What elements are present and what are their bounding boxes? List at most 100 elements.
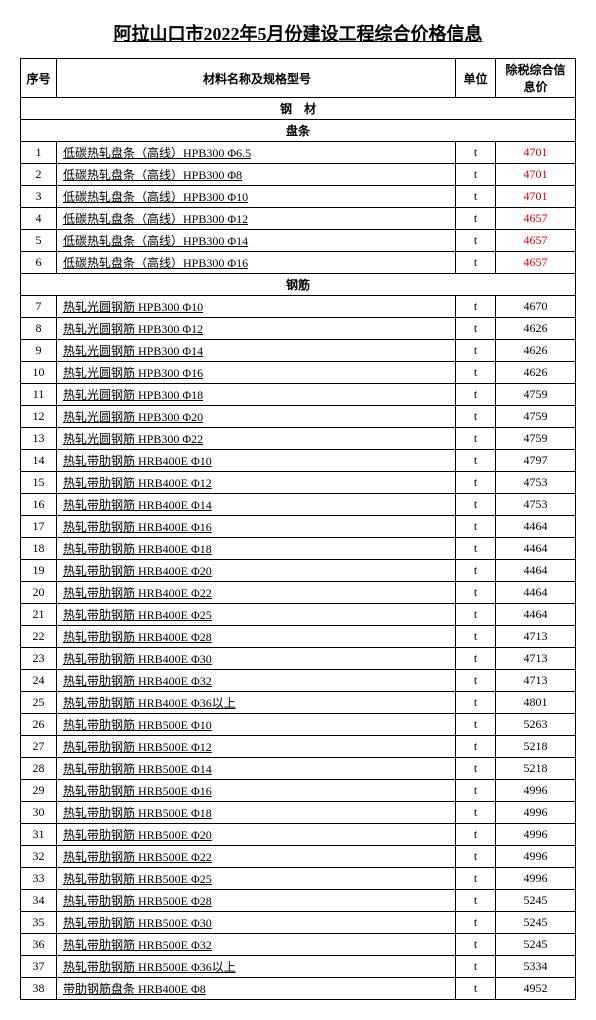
cell-idx: 14 xyxy=(21,450,57,472)
cell-unit: t xyxy=(456,604,496,626)
cell-unit: t xyxy=(456,934,496,956)
cell-price: 4657 xyxy=(496,252,576,274)
material-name: 热轧带肋钢筋 HRB500E Φ14 xyxy=(63,762,212,776)
cell-price: 5218 xyxy=(496,758,576,780)
cell-unit: t xyxy=(456,890,496,912)
table-row: 31热轧带肋钢筋 HRB500E Φ20t4996 xyxy=(21,824,576,846)
cell-price: 4626 xyxy=(496,362,576,384)
cell-price: 4996 xyxy=(496,824,576,846)
cell-unit: t xyxy=(456,340,496,362)
table-row: 2低碳热轧盘条（高线）HPB300 Φ8t4701 xyxy=(21,164,576,186)
cell-unit: t xyxy=(456,516,496,538)
cell-name: 热轧带肋钢筋 HRB400E Φ12 xyxy=(57,472,456,494)
section-label: 钢 材 xyxy=(21,98,576,120)
cell-unit: t xyxy=(456,626,496,648)
cell-price: 4996 xyxy=(496,780,576,802)
cell-unit: t xyxy=(456,868,496,890)
cell-idx: 33 xyxy=(21,868,57,890)
cell-unit: t xyxy=(456,956,496,978)
cell-price: 4996 xyxy=(496,868,576,890)
table-row: 23热轧带肋钢筋 HRB400E Φ30t4713 xyxy=(21,648,576,670)
table-row: 37热轧带肋钢筋 HRB500E Φ36以上t5334 xyxy=(21,956,576,978)
cell-price: 4657 xyxy=(496,230,576,252)
cell-price: 4657 xyxy=(496,208,576,230)
material-name: 热轧光圆钢筋 HPB300 Φ20 xyxy=(63,410,203,424)
table-row: 20热轧带肋钢筋 HRB400E Φ22t4464 xyxy=(21,582,576,604)
cell-price: 4464 xyxy=(496,516,576,538)
cell-name: 热轧带肋钢筋 HRB400E Φ22 xyxy=(57,582,456,604)
cell-idx: 35 xyxy=(21,912,57,934)
cell-unit: t xyxy=(456,758,496,780)
cell-idx: 20 xyxy=(21,582,57,604)
cell-name: 热轧光圆钢筋 HPB300 Φ16 xyxy=(57,362,456,384)
cell-price: 4759 xyxy=(496,406,576,428)
cell-unit: t xyxy=(456,384,496,406)
cell-price: 4952 xyxy=(496,978,576,1000)
material-name: 热轧带肋钢筋 HRB400E Φ32 xyxy=(63,674,212,688)
cell-unit: t xyxy=(456,560,496,582)
cell-unit: t xyxy=(456,296,496,318)
section-row: 钢筋 xyxy=(21,274,576,296)
cell-unit: t xyxy=(456,428,496,450)
cell-name: 热轧带肋钢筋 HRB500E Φ22 xyxy=(57,846,456,868)
cell-unit: t xyxy=(456,164,496,186)
cell-price: 4713 xyxy=(496,648,576,670)
cell-idx: 32 xyxy=(21,846,57,868)
material-name: 低碳热轧盘条（高线）HPB300 Φ12 xyxy=(63,212,248,226)
table-row: 26热轧带肋钢筋 HRB500E Φ10t5263 xyxy=(21,714,576,736)
cell-price: 5245 xyxy=(496,912,576,934)
cell-name: 热轧带肋钢筋 HRB500E Φ28 xyxy=(57,890,456,912)
cell-price: 5245 xyxy=(496,890,576,912)
table-row: 4低碳热轧盘条（高线）HPB300 Φ12t4657 xyxy=(21,208,576,230)
material-name: 热轧带肋钢筋 HRB400E Φ22 xyxy=(63,586,212,600)
table-row: 11热轧光圆钢筋 HPB300 Φ18t4759 xyxy=(21,384,576,406)
cell-idx: 12 xyxy=(21,406,57,428)
cell-unit: t xyxy=(456,450,496,472)
cell-name: 低碳热轧盘条（高线）HPB300 Φ12 xyxy=(57,208,456,230)
material-name: 低碳热轧盘条（高线）HPB300 Φ16 xyxy=(63,256,248,270)
cell-price: 5218 xyxy=(496,736,576,758)
cell-name: 热轧带肋钢筋 HRB500E Φ18 xyxy=(57,802,456,824)
cell-idx: 36 xyxy=(21,934,57,956)
cell-name: 低碳热轧盘条（高线）HPB300 Φ8 xyxy=(57,164,456,186)
table-row: 6低碳热轧盘条（高线）HPB300 Φ16t4657 xyxy=(21,252,576,274)
table-body: 钢 材盘条1低碳热轧盘条（高线）HPB300 Φ6.5t47012低碳热轧盘条（… xyxy=(21,98,576,1000)
cell-idx: 10 xyxy=(21,362,57,384)
cell-price: 5334 xyxy=(496,956,576,978)
cell-idx: 27 xyxy=(21,736,57,758)
material-name: 低碳热轧盘条（高线）HPB300 Φ14 xyxy=(63,234,248,248)
cell-idx: 6 xyxy=(21,252,57,274)
table-row: 30热轧带肋钢筋 HRB500E Φ18t4996 xyxy=(21,802,576,824)
cell-name: 热轧光圆钢筋 HPB300 Φ12 xyxy=(57,318,456,340)
material-name: 热轧带肋钢筋 HRB400E Φ36以上 xyxy=(63,696,236,710)
cell-name: 热轧带肋钢筋 HRB400E Φ32 xyxy=(57,670,456,692)
material-name: 热轧光圆钢筋 HPB300 Φ22 xyxy=(63,432,203,446)
cell-unit: t xyxy=(456,670,496,692)
cell-idx: 31 xyxy=(21,824,57,846)
cell-unit: t xyxy=(456,736,496,758)
cell-price: 4759 xyxy=(496,384,576,406)
cell-price: 4753 xyxy=(496,472,576,494)
cell-name: 热轧带肋钢筋 HRB400E Φ10 xyxy=(57,450,456,472)
cell-price: 4626 xyxy=(496,340,576,362)
section-row: 钢 材 xyxy=(21,98,576,120)
cell-name: 热轧带肋钢筋 HRB400E Φ28 xyxy=(57,626,456,648)
table-row: 17热轧带肋钢筋 HRB400E Φ16t4464 xyxy=(21,516,576,538)
cell-idx: 22 xyxy=(21,626,57,648)
section-row: 盘条 xyxy=(21,120,576,142)
material-name: 热轧带肋钢筋 HRB500E Φ25 xyxy=(63,872,212,886)
cell-idx: 8 xyxy=(21,318,57,340)
cell-price: 4797 xyxy=(496,450,576,472)
table-row: 12热轧光圆钢筋 HPB300 Φ20t4759 xyxy=(21,406,576,428)
cell-idx: 17 xyxy=(21,516,57,538)
material-name: 热轧带肋钢筋 HRB500E Φ18 xyxy=(63,806,212,820)
table-row: 25热轧带肋钢筋 HRB400E Φ36以上t4801 xyxy=(21,692,576,714)
material-name: 热轧带肋钢筋 HRB400E Φ30 xyxy=(63,652,212,666)
cell-unit: t xyxy=(456,582,496,604)
table-row: 27热轧带肋钢筋 HRB500E Φ12t5218 xyxy=(21,736,576,758)
header-name: 材料名称及规格型号 xyxy=(57,59,456,98)
table-row: 13热轧光圆钢筋 HPB300 Φ22t4759 xyxy=(21,428,576,450)
table-row: 16热轧带肋钢筋 HRB400E Φ14t4753 xyxy=(21,494,576,516)
cell-name: 热轧带肋钢筋 HRB500E Φ32 xyxy=(57,934,456,956)
table-row: 34热轧带肋钢筋 HRB500E Φ28t5245 xyxy=(21,890,576,912)
